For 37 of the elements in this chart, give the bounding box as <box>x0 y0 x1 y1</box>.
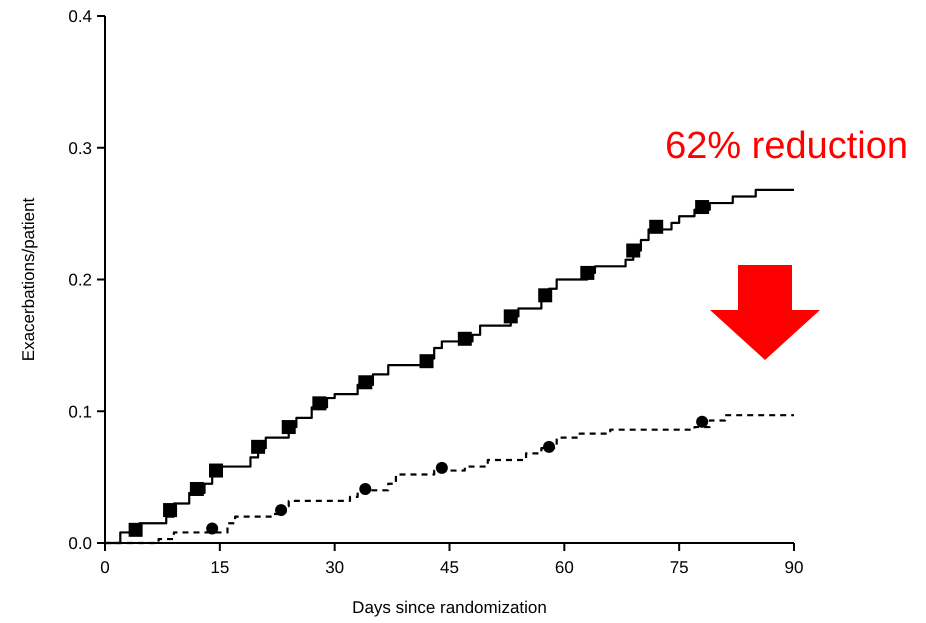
point <box>190 482 204 496</box>
point <box>458 332 472 346</box>
point <box>275 504 288 516</box>
y-axis-title: Exacerbations/patient <box>19 197 38 362</box>
point <box>696 416 708 428</box>
annotation: 62% reduction <box>665 125 908 167</box>
point <box>312 396 326 410</box>
x-axis-title: Days since randomization <box>352 598 547 617</box>
point <box>128 522 143 537</box>
point <box>538 288 552 302</box>
x-tick-label: 90 <box>784 558 804 577</box>
x-tick-label: 45 <box>440 558 459 577</box>
y-tick-label: 0.3 <box>68 138 92 158</box>
point <box>209 464 224 478</box>
point <box>358 375 372 390</box>
point <box>695 200 710 214</box>
y-tick-label: 0.1 <box>68 402 92 422</box>
point <box>420 354 434 368</box>
x-tick-label: 30 <box>325 558 344 577</box>
x-tick-label: 75 <box>670 558 689 577</box>
y-tick-label: 0.0 <box>68 534 92 553</box>
point <box>436 462 448 474</box>
y-tick-label: 0.4 <box>68 7 92 26</box>
point <box>649 220 664 234</box>
x-tick-label: 15 <box>210 558 230 577</box>
y-tick-label: 0.2 <box>68 270 92 290</box>
point <box>206 522 218 535</box>
point <box>359 482 372 495</box>
point <box>543 440 556 453</box>
point <box>251 440 266 454</box>
point <box>282 420 296 434</box>
point <box>163 503 178 518</box>
point <box>626 244 640 258</box>
x-tick-label: 60 <box>554 558 574 577</box>
point <box>580 266 594 280</box>
point <box>504 309 518 324</box>
x-tick-label: 0 <box>100 558 110 577</box>
